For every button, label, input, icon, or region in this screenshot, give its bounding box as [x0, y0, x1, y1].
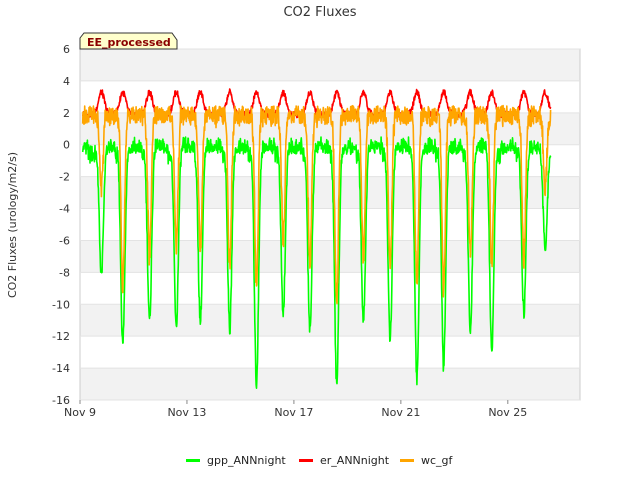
- x-axis-ticks: Nov 9 Nov 13 Nov 17 Nov 21 Nov 25: [64, 400, 527, 419]
- grid-band: [81, 240, 580, 272]
- legend-entry: wc_gf: [421, 454, 454, 467]
- grid-band: [81, 368, 580, 400]
- plot-area: [80, 49, 580, 400]
- legend-entry: er_ANNnight: [320, 454, 390, 467]
- chart-title: CO2 Fluxes: [283, 5, 356, 20]
- y-tick-label: -4: [59, 203, 70, 216]
- y-tick-label: -8: [59, 266, 70, 279]
- legend-swatch: [299, 459, 313, 462]
- y-tick-label: -12: [52, 330, 70, 343]
- badge: EE_processed: [80, 33, 177, 49]
- y-tick-label: 2: [63, 107, 70, 120]
- x-tick-label: Nov 25: [488, 406, 527, 419]
- grid-band: [81, 177, 580, 209]
- grid-band: [81, 304, 580, 336]
- y-tick-label: -2: [59, 171, 70, 184]
- legend-swatch: [400, 459, 414, 462]
- x-tick-label: Nov 17: [274, 406, 313, 419]
- y-tick-label: 0: [63, 139, 70, 152]
- legend-entry: gpp_ANNnight: [207, 454, 286, 467]
- y-axis-label: CO2 Fluxes (urology/m2/s): [6, 152, 19, 298]
- x-tick-label: Nov 13: [167, 406, 206, 419]
- y-tick-label: -6: [59, 234, 70, 247]
- x-tick-label: Nov 9: [64, 406, 96, 419]
- badge-label: EE_processed: [87, 36, 171, 49]
- y-tick-label: 4: [63, 75, 70, 88]
- y-tick-label: -10: [52, 298, 70, 311]
- y-tick-label: 6: [63, 43, 70, 56]
- x-tick-label: Nov 21: [381, 406, 420, 419]
- legend-swatch: [186, 459, 200, 462]
- chart-root: 6420-2-4-6-8-10-12-14-16 Nov 9 Nov 13 Nov …: [0, 0, 640, 480]
- grid-band: [81, 49, 580, 81]
- y-tick-label: -14: [52, 362, 70, 375]
- legend: gpp_ANNnight er_ANNnight wc_gf: [186, 454, 454, 467]
